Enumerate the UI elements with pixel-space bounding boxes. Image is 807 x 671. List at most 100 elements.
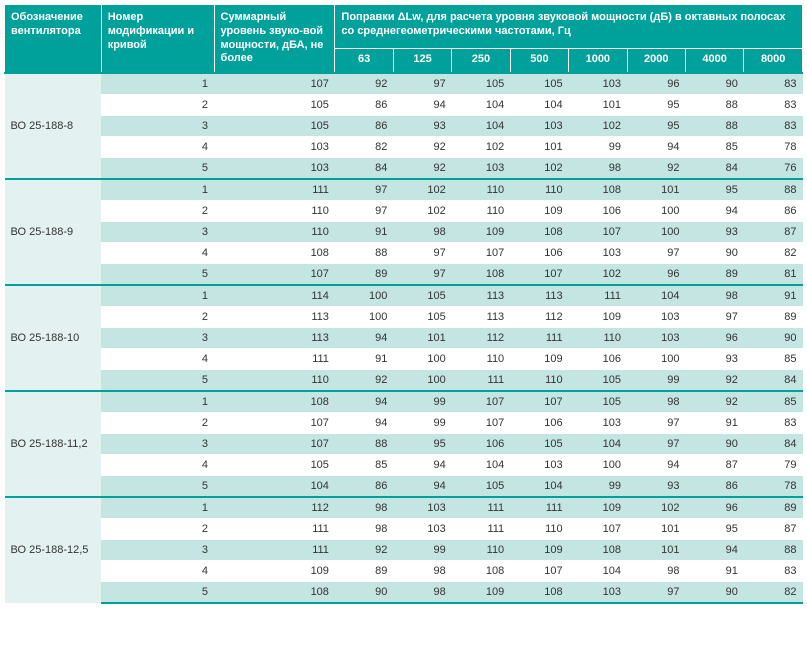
value-cell: 105: [510, 73, 568, 95]
table-row: 41098998108107104989183: [5, 561, 803, 582]
value-cell: 108: [452, 264, 510, 286]
value-cell: 91: [335, 222, 393, 243]
value-cell: 113: [452, 285, 510, 307]
sum-cell: 104: [214, 476, 335, 498]
sum-cell: 105: [214, 455, 335, 476]
value-cell: 103: [452, 158, 510, 180]
value-cell: 111: [510, 497, 568, 519]
table-row: 311091981091081071009387: [5, 222, 803, 243]
value-cell: 105: [452, 476, 510, 498]
fan-cell: ВО 25-188-12,5: [5, 497, 102, 603]
value-cell: 108: [452, 561, 510, 582]
value-cell: 102: [393, 201, 451, 222]
table-row: 5104869410510499938678: [5, 476, 803, 498]
table-row: ВО 25-188-811079297105105103969083: [5, 73, 803, 95]
value-cell: 107: [452, 413, 510, 434]
mod-cell: 3: [101, 540, 214, 561]
table-row: 51089098109108103979082: [5, 582, 803, 604]
value-cell: 92: [393, 137, 451, 158]
value-cell: 86: [335, 476, 393, 498]
value-cell: 107: [452, 243, 510, 264]
value-cell: 84: [335, 158, 393, 180]
table-row: 31058693104103102958883: [5, 116, 803, 137]
value-cell: 110: [510, 519, 568, 540]
value-cell: 88: [335, 243, 393, 264]
value-cell: 84: [744, 370, 803, 392]
value-cell: 110: [510, 370, 568, 392]
value-cell: 88: [685, 116, 743, 137]
value-cell: 92: [393, 158, 451, 180]
value-cell: 89: [744, 497, 803, 519]
freq-8000: 8000: [744, 48, 803, 73]
table-row: 21079499107106103979183: [5, 413, 803, 434]
value-cell: 79: [744, 455, 803, 476]
value-cell: 90: [685, 434, 743, 455]
value-cell: 86: [335, 116, 393, 137]
mod-cell: 3: [101, 434, 214, 455]
value-cell: 104: [569, 434, 627, 455]
col-fan: Обозначение вентилятора: [5, 5, 102, 74]
value-cell: 92: [627, 158, 685, 180]
mod-cell: 4: [101, 561, 214, 582]
value-cell: 107: [510, 561, 568, 582]
table-row: 51078997108107102968981: [5, 264, 803, 286]
value-cell: 111: [452, 497, 510, 519]
table-row: 3113941011121111101039690: [5, 328, 803, 349]
value-cell: 111: [452, 519, 510, 540]
value-cell: 90: [685, 582, 743, 604]
col-corrections: Поправки ΔLw, для расчета уровня звуково…: [335, 5, 803, 49]
value-cell: 89: [744, 307, 803, 328]
mod-cell: 5: [101, 476, 214, 498]
sum-cell: 110: [214, 201, 335, 222]
value-cell: 97: [335, 201, 393, 222]
sum-cell: 108: [214, 391, 335, 413]
value-cell: 99: [393, 540, 451, 561]
value-cell: 104: [627, 285, 685, 307]
mod-cell: 3: [101, 222, 214, 243]
value-cell: 85: [744, 391, 803, 413]
table-row: 2110971021101091061009486: [5, 201, 803, 222]
mod-cell: 2: [101, 201, 214, 222]
value-cell: 83: [744, 413, 803, 434]
table-row: 2111981031111101071019587: [5, 519, 803, 540]
freq-500: 500: [510, 48, 568, 73]
sum-cell: 111: [214, 179, 335, 201]
value-cell: 103: [569, 582, 627, 604]
value-cell: 105: [569, 391, 627, 413]
value-cell: 83: [744, 95, 803, 116]
value-cell: 104: [569, 561, 627, 582]
sum-cell: 105: [214, 116, 335, 137]
value-cell: 97: [335, 179, 393, 201]
table-row: 21058694104104101958883: [5, 95, 803, 116]
value-cell: 89: [685, 264, 743, 286]
value-cell: 101: [627, 519, 685, 540]
value-cell: 100: [627, 201, 685, 222]
fan-cell: ВО 25-188-11,2: [5, 391, 102, 497]
value-cell: 112: [510, 307, 568, 328]
value-cell: 105: [510, 434, 568, 455]
value-cell: 90: [685, 73, 743, 95]
value-cell: 99: [569, 137, 627, 158]
value-cell: 108: [569, 540, 627, 561]
table-row: 41058594104103100948779: [5, 455, 803, 476]
value-cell: 102: [569, 116, 627, 137]
table-row: 5103849210310298928476: [5, 158, 803, 180]
col-sum: Суммарный уровень звуко-вой мощности, дБ…: [214, 5, 335, 74]
mod-cell: 4: [101, 349, 214, 370]
value-cell: 99: [627, 370, 685, 392]
value-cell: 83: [744, 116, 803, 137]
value-cell: 104: [510, 476, 568, 498]
value-cell: 103: [510, 455, 568, 476]
table-row: 4111911001101091061009385: [5, 349, 803, 370]
value-cell: 110: [452, 179, 510, 201]
value-cell: 107: [569, 222, 627, 243]
value-cell: 100: [393, 349, 451, 370]
value-cell: 92: [335, 73, 393, 95]
value-cell: 98: [335, 519, 393, 540]
value-cell: 97: [393, 73, 451, 95]
value-cell: 109: [452, 222, 510, 243]
sum-cell: 111: [214, 519, 335, 540]
value-cell: 110: [452, 540, 510, 561]
table-row: ВО 25-188-91111971021101101081019588: [5, 179, 803, 201]
value-cell: 94: [627, 455, 685, 476]
